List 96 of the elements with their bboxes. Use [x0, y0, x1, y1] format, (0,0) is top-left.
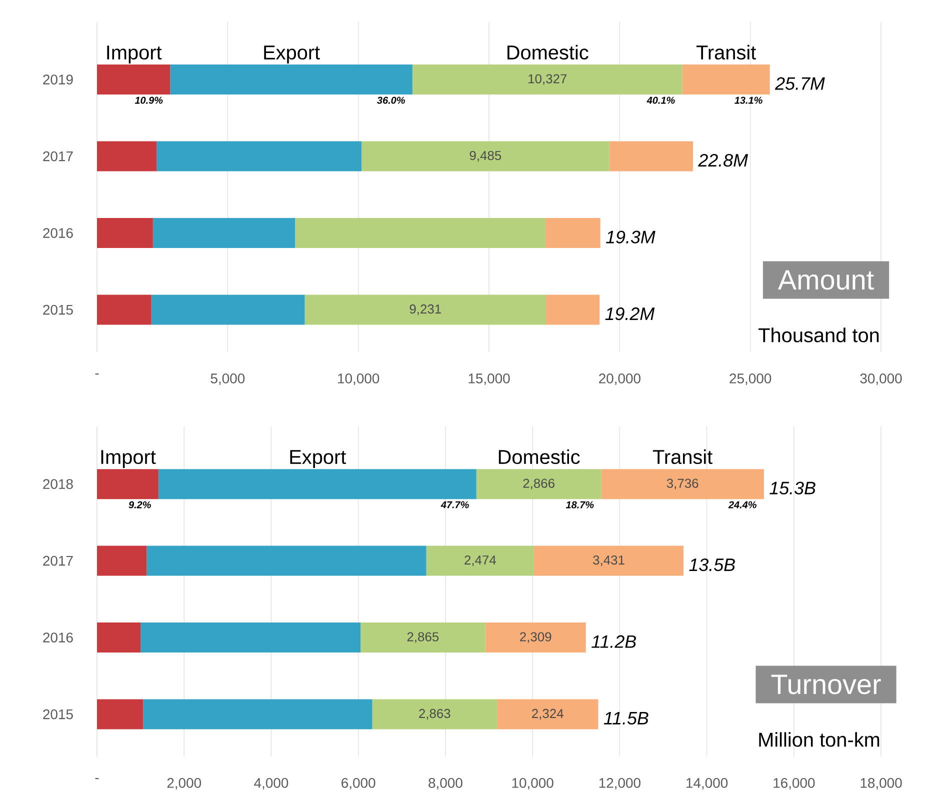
x-tick-label: 18,000: [860, 778, 902, 790]
bar: [97, 699, 144, 730]
y-tick-label: 2017: [43, 556, 73, 566]
x-axis-title: Thousand ton: [758, 328, 879, 342]
bar: [372, 699, 497, 730]
bar: [534, 546, 684, 576]
data-label: 2,865: [407, 632, 439, 643]
bar: [97, 546, 147, 576]
x-tick-label: 30,000: [860, 374, 902, 386]
total-label: 15.3B: [770, 482, 816, 494]
x-tick-label: -: [95, 778, 99, 780]
bar: [546, 294, 600, 325]
bar: [361, 141, 610, 172]
annotation: 24.4%: [728, 501, 756, 508]
x-tick-label: 20,000: [599, 374, 640, 386]
series-label: Domestic: [498, 449, 580, 464]
total-label: 13.5B: [689, 558, 735, 572]
bar: [170, 64, 412, 95]
annotation: 36.0%: [377, 96, 405, 104]
total-label: 19.2M: [605, 307, 655, 320]
bar: [156, 141, 362, 172]
data-label: 2,309: [520, 632, 552, 643]
series-label: Import: [107, 46, 162, 64]
y-tick-label: 2017: [43, 151, 73, 162]
y-tick-label: 2018: [43, 479, 73, 490]
y-tick-label: 2015: [43, 709, 73, 720]
bar: [412, 64, 682, 95]
x-tick-label: 25,000: [730, 374, 772, 386]
series-label: Transit: [696, 44, 756, 60]
y-tick-label: 2019: [43, 74, 73, 84]
text: Amount: [778, 270, 874, 290]
series-label: Export: [264, 46, 320, 64]
data-label: 3,736: [666, 478, 698, 490]
series-label: Export: [290, 450, 346, 468]
x-tick-label: 14,000: [686, 778, 728, 790]
x-tick-label: 15,000: [468, 374, 510, 386]
bar: [601, 469, 764, 500]
bar: [295, 218, 546, 248]
x-tick-label: 5,000: [210, 374, 245, 386]
y-tick-label: 2016: [43, 228, 73, 238]
series-label: Domestic: [507, 44, 588, 60]
x-tick-label: 4,000: [254, 778, 288, 790]
data-label: 2,474: [464, 555, 496, 566]
bar: [97, 469, 158, 500]
data-label: 9,485: [470, 150, 502, 162]
x-tick-label: 12,000: [599, 778, 640, 790]
series-label: Import: [101, 450, 156, 468]
total-label: 25.7M: [774, 77, 825, 90]
x-axis-title: Million ton-km: [759, 732, 880, 747]
bar: [545, 218, 600, 248]
data-label: 2,866: [523, 478, 554, 490]
x-tick-label: 6,000: [342, 778, 376, 790]
bar: [152, 218, 296, 248]
total-label: 22.8M: [698, 154, 748, 167]
bar: [97, 294, 152, 325]
bar: [304, 294, 546, 325]
bar: [496, 699, 598, 730]
bar: [476, 469, 602, 500]
x-tick-label: 10,000: [512, 778, 554, 790]
bar: [158, 469, 476, 500]
annotation: 40.1%: [646, 96, 675, 104]
x-tick-label: 10,000: [338, 374, 380, 386]
bar: [609, 141, 693, 172]
x-tick-label: 2,000: [167, 778, 202, 790]
total-label: 11.2B: [592, 635, 636, 648]
annotation: 9.2%: [128, 501, 151, 508]
y-tick-label: 2015: [43, 304, 73, 315]
total-label: 19.3M: [606, 230, 656, 244]
bar: [682, 64, 770, 95]
x-tick-label: 16,000: [774, 778, 815, 790]
data-label: 2,324: [532, 708, 564, 720]
bar: [146, 546, 426, 576]
series-label: Transit: [652, 449, 712, 464]
bar: [97, 64, 170, 95]
bar: [485, 622, 586, 653]
data-label: 3,431: [593, 555, 624, 566]
bar: [151, 294, 305, 325]
annotation: 47.7%: [440, 501, 469, 508]
y-tick-label: 2016: [43, 632, 73, 642]
bar: [97, 141, 157, 172]
bar: [360, 622, 486, 653]
data-label: 9,231: [410, 304, 441, 316]
bar: [140, 622, 361, 653]
annotation: 13.1%: [734, 96, 762, 104]
x-tick-label: 8,000: [428, 778, 462, 790]
annotation: 18.7%: [566, 501, 594, 508]
x-tick-label: -: [95, 374, 99, 375]
total-label: 11.5B: [604, 712, 648, 725]
data-label: 10,327: [528, 74, 567, 85]
bar: [97, 218, 153, 248]
bar: [97, 622, 141, 653]
text: Turnover: [771, 674, 881, 694]
bar: [426, 546, 534, 576]
bar: [143, 699, 372, 730]
data-label: 2,863: [419, 708, 450, 720]
annotation: 10.9%: [134, 96, 163, 104]
